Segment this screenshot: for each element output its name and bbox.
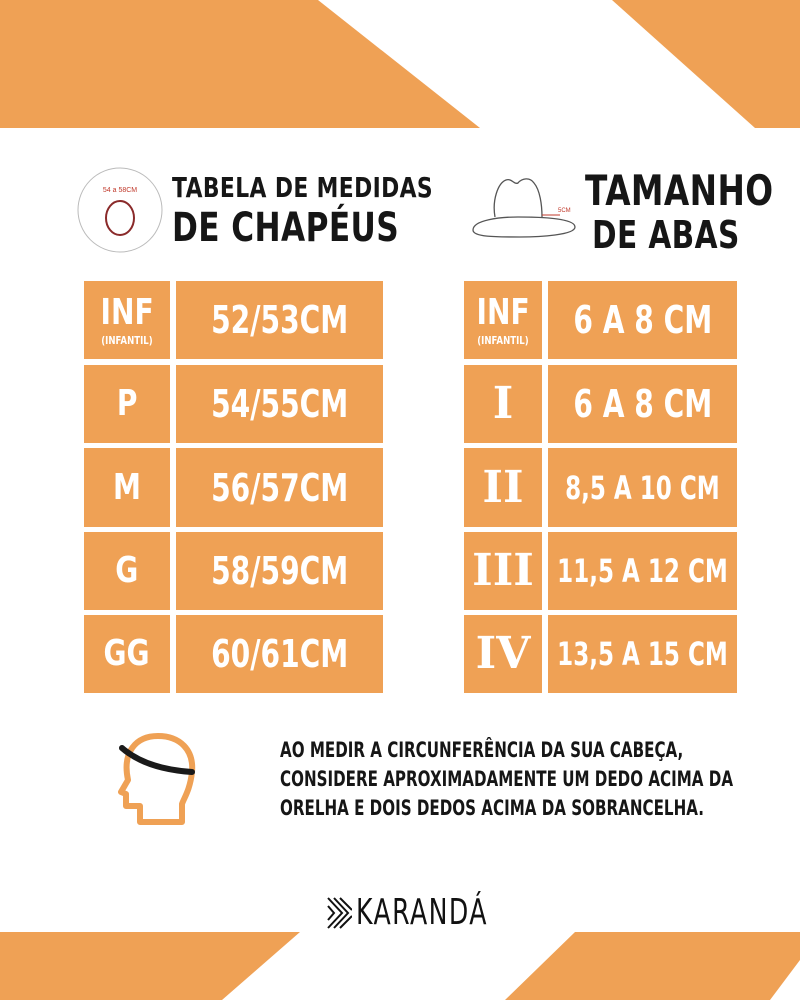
size-cell: INF (INFANTIL) [464,281,542,359]
value-cell: 8,5 A 10 CM [548,448,737,527]
hat-top-view-icon: 54 a 58CM [77,167,163,253]
brim-value: 8,5 A 10 CM [565,468,720,507]
value-cell: 6 A 8 CM [548,281,737,359]
left-title-line1: TABELA DE MEDIDAS [172,171,434,204]
instruction-line: AO MEDIR A CIRCUNFERÊNCIA DA SUA CABEÇA, [280,738,684,762]
size-value: 60/61CM [210,632,349,676]
head-measure-icon [118,733,196,825]
size-cell: M [84,448,170,527]
right-title-line2: DE ABAS [592,213,740,257]
size-label: P [116,383,138,424]
size-cell: P [84,365,170,443]
size-label: I [492,378,514,429]
value-cell: 6 A 8 CM [548,365,737,443]
size-value: 56/57CM [210,465,349,510]
size-label: INF [100,291,154,333]
top-left-stripe [0,0,480,128]
size-value: 58/59CM [210,549,349,593]
karanda-k-logo-icon [327,897,352,929]
brand-name: KARANDÁ [356,892,488,933]
bottom-left-stripe [0,932,300,1000]
brim-size-label: 5CM [558,208,571,214]
hat-size-label: 54 a 58CM [103,187,137,194]
size-label: GG [103,633,151,674]
size-label: II [482,461,524,513]
size-cell: G [84,532,170,610]
bottom-right-stripe [505,932,800,1000]
brim-value: 11,5 A 12 CM [557,552,728,590]
top-right-stripe [612,0,800,128]
size-cell: III [464,532,542,610]
size-cell: GG [84,615,170,693]
instruction-line: ORELHA E DOIS DEDOS ACIMA DA SOBRANCELHA… [280,796,704,820]
size-cell: IV [464,615,542,693]
size-value: 52/53CM [210,298,349,342]
value-cell: 56/57CM [176,448,383,527]
right-title-line1: TAMANHO [585,166,774,215]
size-label: G [115,550,139,591]
brand-logo: KARANDÁ [326,895,544,931]
brim-value: 6 A 8 CM [573,382,712,426]
size-value: 54/55CM [210,382,349,426]
value-cell: 60/61CM [176,615,383,693]
hat-side-view-icon: 5CM [472,178,576,238]
value-cell: 11,5 A 12 CM [548,532,737,610]
value-cell: 13,5 A 15 CM [548,615,737,693]
size-sublabel: (INFANTIL) [477,333,529,347]
instruction-line: CONSIDERE APROXIMADAMENTE UM DEDO ACIMA … [280,767,734,791]
measurement-instruction: AO MEDIR A CIRCUNFERÊNCIA DA SUA CABEÇA,… [210,736,734,823]
size-cell: INF (INFANTIL) [84,281,170,359]
left-title-line2: DE CHAPÉUS [172,205,400,251]
size-cell: II [464,448,542,527]
value-cell: 58/59CM [176,532,383,610]
value-cell: 54/55CM [176,365,383,443]
size-sublabel: (INFANTIL) [101,333,153,347]
size-label: III [472,545,534,596]
brim-value: 6 A 8 CM [573,298,712,342]
size-cell: I [464,365,542,443]
size-label: IV [475,628,531,679]
value-cell: 52/53CM [176,281,383,359]
size-label: INF [476,291,530,333]
brim-value: 13,5 A 15 CM [557,635,728,673]
size-label: M [113,466,141,508]
